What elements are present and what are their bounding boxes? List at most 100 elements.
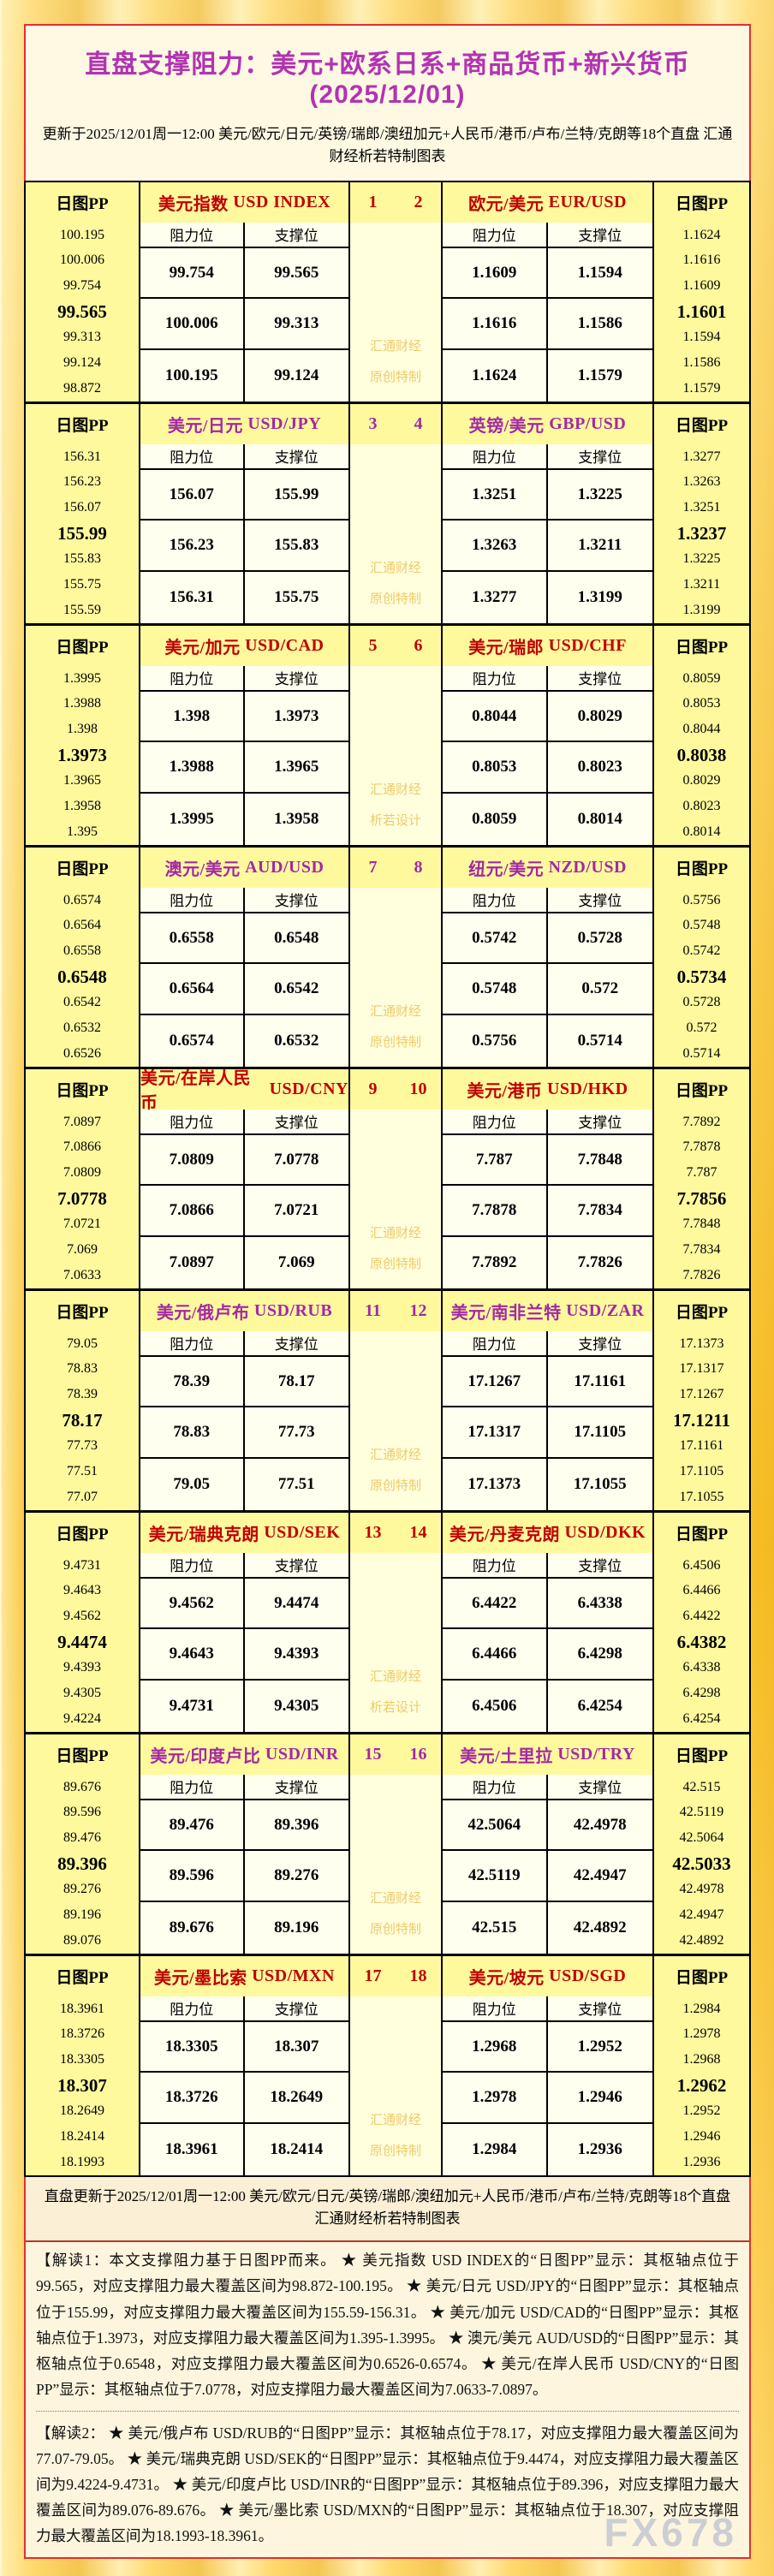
support-value: 6.4338 [547,1579,652,1630]
pp-value: 0.8059 [682,670,721,686]
pp-value: 98.872 [63,380,101,396]
pivot-column-left: 9.4731 9.4643 9.4562 9.4474 9.4393 9.4305 9.42… [26,1552,139,1732]
support-value: 1.2936 [577,2139,622,2158]
currency-block: 日图PP 美元/俄卢布 USD/RUB 11 12 美元/南非兰特 USD/ZAR… [26,1288,749,1510]
pair-numbers: 13 14 [348,1512,441,1553]
pivot-point-value: 17.1211 [672,1409,731,1431]
pp-value: 0.6564 [63,918,101,933]
pp-header-left: 日图PP [56,860,109,878]
support-value: 89.276 [244,1851,348,1903]
pivot-column-right: 42.515 42.5119 42.5064 42.5033 42.4978 42.494… [652,1774,749,1954]
pp-value: 156.31 [63,449,101,464]
resistance-column-header: 阻力位 [140,887,245,913]
resistance-value: 89.476 [140,1800,245,1852]
huitong-watermark: 汇通财经 原创特制 [369,339,421,384]
support-value: 0.6548 [244,913,348,965]
pp-value: 89.676 [63,1779,101,1794]
pp-value: 1.1624 [682,227,721,242]
support-value: 155.75 [274,587,319,606]
pair-number-right: 2 [414,192,423,211]
block-header-row: 日图PP 美元/在岸人民币 USD/CNY 9 10 美元/港币 USD/HKD … [26,1068,749,1113]
support-value: 78.17 [244,1357,348,1408]
pp-value: 1.1586 [682,354,721,370]
pp-value: 18.1993 [60,2154,104,2169]
resistance-support-right: 阻力位 支撑位 0.5742 0.5728 0.5748 0.572 0.5756 0.571… [441,887,652,1067]
block-body: 0.6574 0.6564 0.6558 0.6548 0.6542 0.6532 0.65… [26,887,749,1067]
resistance-value: 0.5748 [443,964,548,1016]
pp-header-left: 日图PP [56,194,109,213]
pp-value: 1.395 [67,824,98,839]
pp-value: 99.313 [63,330,101,345]
title-box: 直盘支撑阻力：美元+欧系日系+商品货币+新兴货币(2025/12/01) 更新于… [26,26,749,181]
resistance-column-header: 阻力位 [443,443,548,470]
huitong-watermark: 汇通财经 原创特制 [369,1004,421,1050]
resistance-value: 7.7892 [443,1237,548,1288]
pp-value: 18.3961 [60,2001,104,2016]
resistance-value: 42.515 [443,1902,548,1954]
resistance-column-header: 阻力位 [140,1996,245,2022]
support-column-header: 支撑位 [244,1553,348,1579]
pp-value: 7.0809 [63,1165,101,1181]
pivot-column-left: 0.6574 0.6564 0.6558 0.6548 0.6542 0.6532 0.65… [26,887,139,1067]
support-value: 89.396 [244,1800,348,1852]
pp-value: 0.6526 [63,1045,101,1061]
support-column-header: 支撑位 [244,1110,348,1135]
pp-value: 155.83 [63,551,101,567]
pp-value: 77.51 [67,1463,98,1478]
pp-value: 0.6542 [63,995,101,1010]
resistance-value: 42.5064 [443,1800,548,1852]
resistance-value: 9.4562 [140,1578,245,1630]
pp-value: 7.787 [686,1165,717,1181]
pp-value: 0.8014 [682,824,721,839]
pp-value: 1.3225 [682,551,721,567]
center-watermark-cell: 汇通财经 原创特制 [348,1774,441,1954]
support-value: 99.124 [274,366,319,384]
pivot-point-value: 42.5033 [672,1853,731,1874]
support-column-header: 支撑位 [244,1996,348,2022]
pp-value: 100.195 [60,227,104,242]
page-title: 直盘支撑阻力：美元+欧系日系+商品货币+新兴货币(2025/12/01) [85,51,690,109]
resistance-value: 100.006 [140,299,245,351]
resistance-value: 1.3995 [140,794,245,845]
pp-value: 1.1594 [682,330,721,345]
pivot-point-value: 18.307 [57,2074,107,2096]
currency-block: 日图PP 美元/印度卢比 USD/INR 15 16 美元/土里拉 USD/TRY… [26,1731,749,1954]
pivot-column-right: 1.3277 1.3263 1.3251 1.3237 1.3225 1.3211 1.31… [652,443,749,623]
pp-value: 42.4978 [679,1882,724,1897]
pair-name-left: 澳元/美元 AUD/USD [139,847,348,888]
pp-value: 18.2649 [60,2103,104,2119]
block-header-row: 日图PP 美元/俄卢布 USD/RUB 11 12 美元/南非兰特 USD/ZAR… [26,1290,749,1331]
notes-divider [36,2410,739,2412]
pp-value: 1.3263 [682,474,721,490]
pp-value: 1.3988 [63,696,101,711]
huitong-watermark: 汇通财经 原创特制 [369,1226,421,1271]
pp-value: 100.006 [60,253,104,268]
support-value: 42.4947 [547,1851,652,1903]
pp-header-right: 日图PP [652,403,749,444]
pair-numbers: 15 16 [348,1734,441,1775]
resistance-value: 0.5742 [443,913,548,965]
pp-value: 6.4338 [682,1660,721,1675]
pair-name-right: 英镑/美元 GBP/USD [441,403,652,444]
pp-value: 7.7834 [682,1241,721,1257]
pair-name-right: 美元/坡元 USD/SGD [441,1955,652,1996]
resistance-value: 17.1373 [443,1459,548,1510]
support-column-header: 支撑位 [547,1553,652,1579]
pair-number-right: 14 [409,1522,427,1542]
resistance-support-right: 阻力位 支撑位 17.1267 17.1161 17.1317 17.1105 17.137… [441,1330,652,1510]
pp-header-right: 日图PP [652,1068,749,1110]
support-column-header: 支撑位 [244,223,348,248]
support-value: 89.196 [274,1918,319,1936]
resistance-value: 79.05 [140,1459,245,1510]
pp-header-left: 日图PP [56,1081,109,1100]
center-watermark-cell: 汇通财经 析若设计 [348,665,441,845]
resistance-value: 1.2978 [443,2073,548,2125]
pp-value: 1.3958 [63,798,101,813]
resistance-value: 0.6564 [140,964,245,1016]
support-value: 1.2952 [547,2022,652,2073]
pp-value: 42.4947 [679,1907,724,1922]
pp-value: 42.4892 [679,1932,724,1948]
note-1: 【解读1：本文支撑阻力基于日图PP而来。 ★ 美元指数 USD INDEX的“日… [36,2252,739,2398]
resistance-column-header: 阻力位 [443,1109,548,1135]
